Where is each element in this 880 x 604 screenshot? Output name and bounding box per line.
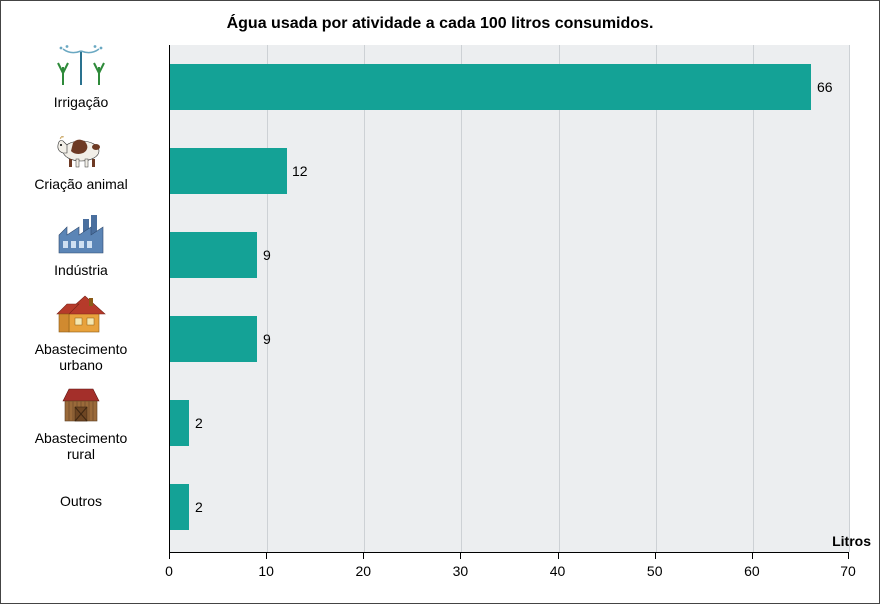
x-tick-label: 20 xyxy=(355,563,371,579)
bar-value: 9 xyxy=(263,331,271,347)
x-tick xyxy=(752,553,753,559)
irrigation-icon xyxy=(1,45,161,92)
bar-abast-urbano xyxy=(170,316,257,362)
plot-area: 66 12 9 9 2 2 xyxy=(169,45,849,553)
x-tick-label: 30 xyxy=(453,563,469,579)
bar-outros xyxy=(170,484,189,530)
house-icon xyxy=(1,292,161,339)
x-tick-label: 10 xyxy=(258,563,274,579)
category-criacao: Criação animal xyxy=(1,129,161,192)
category-labels-column: Irrigação Criação animal xyxy=(1,45,161,553)
category-label: Abastecimentorural xyxy=(1,430,161,462)
chart-container: Água usada por atividade a cada 100 litr… xyxy=(0,0,880,604)
bar-value: 66 xyxy=(817,79,833,95)
bar-value: 2 xyxy=(195,499,203,515)
gridline xyxy=(364,45,365,552)
category-abast-urbano: Abastecimentourbano xyxy=(1,292,161,373)
x-tick-label: 50 xyxy=(647,563,663,579)
category-irrigacao: Irrigação xyxy=(1,45,161,110)
gridline xyxy=(849,45,850,552)
x-tick xyxy=(266,553,267,559)
bar-value: 12 xyxy=(292,163,308,179)
category-label: Abastecimentourbano xyxy=(1,341,161,373)
bar-irrigacao xyxy=(170,64,811,110)
bar-value: 9 xyxy=(263,247,271,263)
cow-icon xyxy=(1,129,161,174)
barn-icon xyxy=(1,383,161,428)
x-tick-label: 60 xyxy=(744,563,760,579)
factory-icon xyxy=(1,213,161,260)
x-tick xyxy=(363,553,364,559)
category-label: Indústria xyxy=(1,262,161,278)
gridline xyxy=(656,45,657,552)
category-outros: Outros xyxy=(1,493,161,509)
x-tick xyxy=(558,553,559,559)
x-tick xyxy=(655,553,656,559)
x-tick-label: 70 xyxy=(840,563,856,579)
category-label: Irrigação xyxy=(1,94,161,110)
category-industria: Indústria xyxy=(1,213,161,278)
bar-value: 2 xyxy=(195,415,203,431)
x-axis-ticks: 0 10 20 30 40 50 60 70 xyxy=(169,557,849,587)
x-tick-label: 40 xyxy=(550,563,566,579)
x-axis-label: Litros xyxy=(832,533,871,549)
gridline xyxy=(753,45,754,552)
gridline xyxy=(267,45,268,552)
x-tick xyxy=(848,553,849,559)
bar-criacao xyxy=(170,148,287,194)
gridline xyxy=(461,45,462,552)
chart-title: Água usada por atividade a cada 100 litr… xyxy=(1,15,879,33)
x-tick xyxy=(460,553,461,559)
x-tick xyxy=(169,553,170,559)
category-abast-rural: Abastecimentorural xyxy=(1,383,161,462)
x-tick-label: 0 xyxy=(165,563,173,579)
category-label: Outros xyxy=(1,493,161,509)
bar-abast-rural xyxy=(170,400,189,446)
category-label: Criação animal xyxy=(1,176,161,192)
bar-industria xyxy=(170,232,257,278)
gridline xyxy=(559,45,560,552)
